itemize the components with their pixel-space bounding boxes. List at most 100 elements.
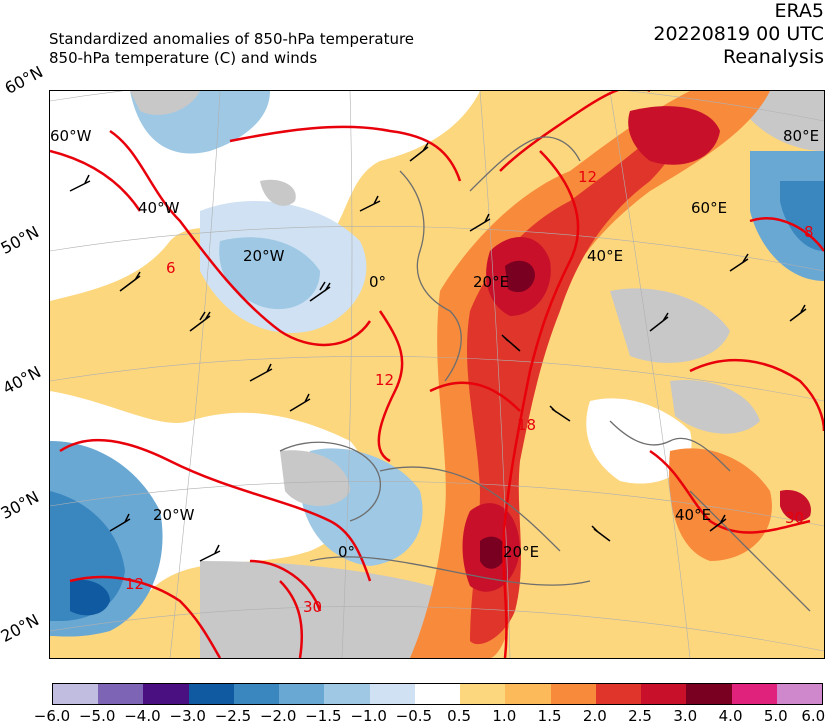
cold-anomaly-mid-atlantic-core: [219, 237, 320, 310]
coast-arabia: [689, 490, 811, 612]
contour-8-east: [749, 217, 824, 252]
coast-britain: [399, 170, 462, 382]
graticule-40e: [609, 91, 691, 658]
colorbar-cell: [460, 684, 506, 704]
model-name: ERA5: [774, 0, 824, 22]
contour-12-north: [229, 125, 462, 182]
lon-label: 20°E: [473, 273, 510, 291]
colorbar-tick: 2.5: [628, 707, 652, 725]
contour-6-west: [109, 129, 372, 347]
graticule-40n: [50, 356, 824, 402]
land-mask-iceland: [260, 179, 296, 206]
colorbar-cell: [505, 684, 551, 704]
wind-barb: [469, 213, 491, 232]
colorbar-tick: 6.0: [801, 707, 826, 725]
run-datetime: 20220819 00 UTC: [653, 23, 824, 45]
graticule-30n: [50, 481, 824, 527]
warm-anomaly-iran: [780, 490, 811, 522]
colorbar-cell: [414, 684, 461, 704]
lon-label: 80°E: [783, 127, 820, 145]
wind-barb: [501, 334, 521, 352]
lon-label: 40°W: [138, 199, 180, 217]
colorbar-cell: [98, 684, 144, 704]
colorbar-tick: −5.0: [78, 707, 116, 725]
cold-anomaly-subtropical-peak: [70, 579, 110, 616]
colorbar-ticks: −6.0 −5.0 −4.0 −3.0 −2.5 −2.0 −1.5 −1.0 …: [34, 707, 825, 725]
wind-barb: [119, 271, 141, 292]
colorbar-tick: 2.0: [582, 707, 607, 725]
coast-north-africa: [309, 556, 591, 586]
colorbar-tick: −2.5: [214, 707, 252, 725]
wind-barb: [289, 393, 311, 412]
colorbar-cell: [776, 684, 822, 704]
graticule-20e: [479, 91, 511, 658]
contour-12-west-europe: [377, 310, 404, 463]
colorbar-cell: [188, 684, 234, 704]
product-type: Reanalysis: [723, 46, 824, 68]
graticule-20w: [169, 91, 221, 658]
colorbar-tick: 4.0: [718, 707, 743, 725]
lon-label: 20°E: [503, 543, 540, 561]
colorbar-cell: [143, 684, 189, 704]
colorbar-cell: [324, 684, 370, 704]
graticule: [50, 91, 824, 658]
contour-label: 30: [785, 509, 805, 527]
wind-barb: [591, 525, 611, 542]
lon-label: 20°W: [243, 247, 285, 265]
colorbar-cell: [53, 684, 99, 704]
wind-barb: [309, 281, 331, 302]
colorbar-cell: [686, 684, 732, 704]
land-mask-central-asia: [610, 288, 730, 363]
contour-30-africa: [279, 580, 304, 658]
contour-label: 12: [125, 575, 145, 593]
land-mask-caucasus: [670, 380, 760, 434]
colorbar-tick: −0.5: [395, 707, 433, 725]
colorbar-cell: [369, 684, 415, 704]
title-line-2: 850-hPa temperature (C) and winds: [49, 49, 318, 67]
warm-anomaly-russia: [628, 106, 720, 165]
wind-barb: [549, 405, 571, 422]
contour-12-subtropical: [69, 575, 222, 658]
colorbar-tick: 1.0: [492, 707, 517, 725]
colorbar-cell: [550, 684, 596, 704]
contour-label: 8: [804, 223, 814, 241]
colorbar-tick: 0.5: [447, 707, 472, 725]
wind-barb: [199, 544, 221, 562]
lon-label: 20°W: [153, 506, 195, 524]
colorbar-tick: −3.0: [169, 707, 206, 725]
coast-black-sea: [609, 420, 731, 472]
colorbar-tick: −4.0: [124, 707, 161, 725]
land-mask-greenland: [130, 91, 200, 115]
wind-barb: [649, 312, 669, 332]
contour-label: 12: [578, 168, 598, 186]
contour-18-south: [59, 438, 372, 582]
colorbar-cell: [595, 684, 642, 704]
lat-label: 60°N: [1, 62, 47, 98]
contour-label: 30: [303, 598, 323, 616]
wind-barb: [109, 513, 131, 532]
graticule-60n: [50, 91, 824, 122]
lat-label: 30°N: [0, 487, 43, 523]
contour-6-north: [50, 149, 142, 212]
map-title: Standardized anomalies of 850-hPa temper…: [49, 30, 414, 68]
lat-label: 20°N: [0, 610, 43, 646]
wind-barbs: [69, 142, 807, 562]
lon-label: 60°W: [50, 127, 92, 145]
land-mask-sahara: [200, 561, 450, 658]
colorbar-cell: [641, 684, 687, 704]
contour-18-band: [502, 150, 580, 658]
graticule-0e: [341, 91, 353, 658]
coast-scandinavia: [469, 136, 581, 192]
contour-18-central: [429, 381, 521, 412]
anomaly-map: 60°W 40°W 20°W 0° 20°E 40°E 60°E 80°E 20…: [49, 90, 825, 659]
contour-30-east: [649, 449, 811, 534]
temperature-contours: [50, 91, 824, 658]
lon-label: 0°: [369, 273, 387, 291]
wind-barb: [729, 253, 749, 272]
colorbar-tick: 3.0: [673, 707, 698, 725]
map-canvas: [50, 91, 824, 658]
contour-24-africa: [249, 559, 322, 612]
wind-barb: [709, 514, 727, 532]
colorbar-cell: [731, 684, 777, 704]
lon-label: 40°E: [675, 506, 712, 524]
